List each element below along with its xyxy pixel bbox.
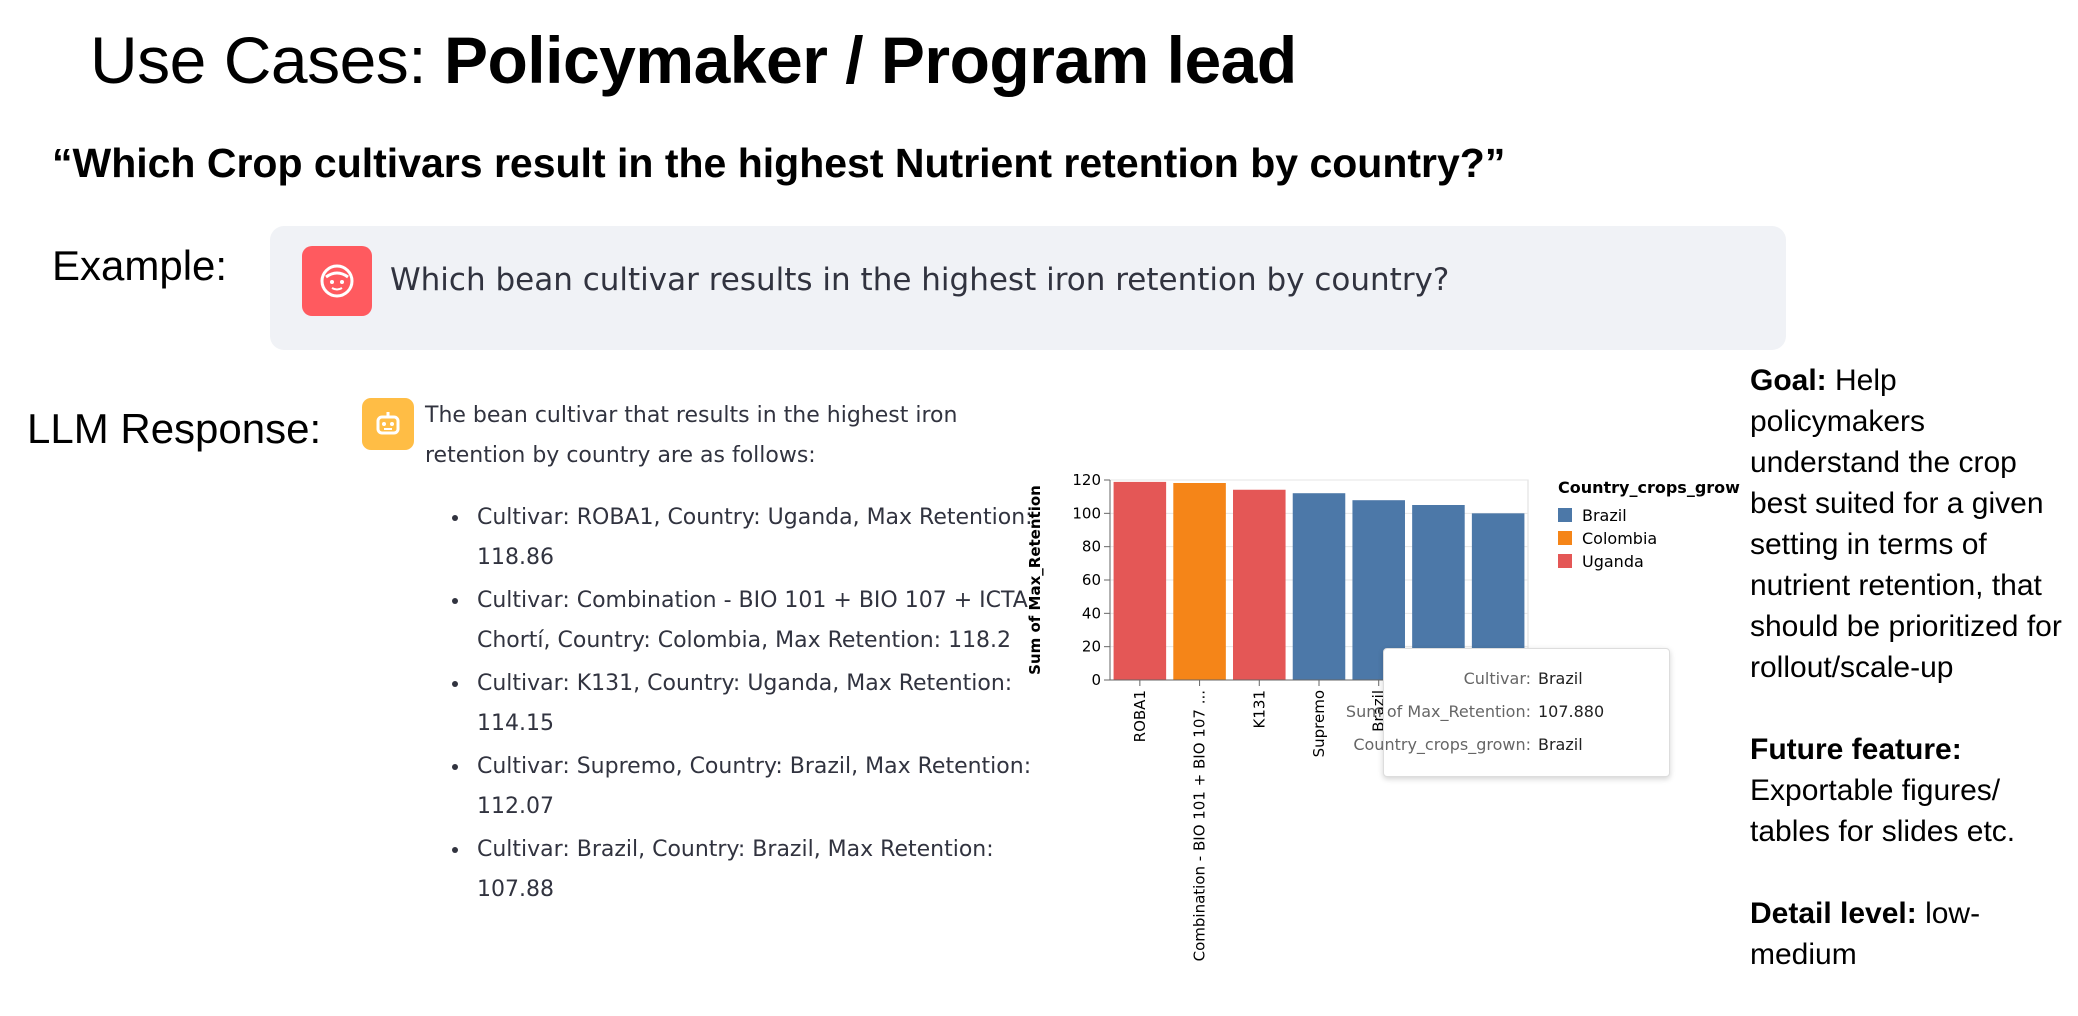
y-tick-label: 80 bbox=[1082, 538, 1101, 556]
tooltip-value: Brazil bbox=[1538, 735, 1583, 754]
detail-level-label: Detail level: bbox=[1750, 897, 1917, 930]
tooltip-value: 107.880 bbox=[1538, 702, 1605, 721]
y-tick-label: 120 bbox=[1072, 471, 1101, 489]
slide-title-emphasis: Policymaker / Program lead bbox=[443, 23, 1297, 97]
user-message-bubble bbox=[270, 226, 1786, 350]
llm-response-label: LLM Response: bbox=[27, 405, 322, 452]
legend-swatch bbox=[1558, 531, 1572, 545]
detail-level-text: low-medium bbox=[1750, 897, 1981, 971]
user-avatar bbox=[302, 246, 372, 316]
bar bbox=[1233, 489, 1286, 680]
tooltip-row: Sum of Max_Retention: 107.880 bbox=[1346, 702, 1669, 722]
slide-title-prefix: Use Cases: bbox=[90, 23, 444, 97]
user-message-text: Which bean cultivar results in the highe… bbox=[390, 262, 1450, 298]
x-tick-label: Combination - BIO 101 + BIO 107 ... bbox=[1191, 690, 1209, 961]
legend-label: Uganda bbox=[1582, 552, 1644, 571]
bar bbox=[1173, 483, 1226, 680]
future-feature-text: Exportable figures/ tables for slides et… bbox=[1750, 774, 2016, 848]
tooltip-key: Sum of Max_Retention: bbox=[1345, 702, 1531, 721]
future-feature-note: Future feature: Exportable figures/ tabl… bbox=[1750, 729, 2070, 852]
legend-swatch bbox=[1558, 508, 1572, 522]
legend-title: Country_crops_grown bbox=[1558, 478, 1740, 497]
x-tick-label: ROBA1 bbox=[1131, 690, 1149, 742]
slide-title: Use Cases: Policymaker / Program lead bbox=[90, 22, 1297, 98]
robot-icon bbox=[376, 412, 400, 435]
response-intro: The bean cultivar that results in the hi… bbox=[425, 403, 958, 468]
example-label: Example: bbox=[52, 242, 228, 289]
y-tick-label: 100 bbox=[1072, 504, 1101, 522]
bar bbox=[1113, 481, 1167, 680]
tooltip-key: Cultivar: bbox=[1463, 669, 1531, 688]
y-tick-label: 60 bbox=[1082, 571, 1101, 589]
use-case-question: “Which Crop cultivars result in the high… bbox=[52, 140, 1506, 186]
list-item: Cultivar: Brazil, Country: Brazil, Max R… bbox=[471, 830, 1041, 910]
y-tick-label: 20 bbox=[1082, 638, 1101, 656]
tooltip-row: Cultivar: Brazil bbox=[1384, 669, 1669, 689]
goal-text: Help policymakers understand the crop be… bbox=[1750, 364, 2062, 684]
bar bbox=[1292, 493, 1346, 680]
goal-note: Goal: Help policymakers understand the c… bbox=[1750, 360, 2070, 688]
legend-label: Colombia bbox=[1582, 529, 1657, 548]
y-axis-title: Sum of Max_Retention bbox=[1026, 485, 1044, 675]
response-list: Cultivar: ROBA1, Country: Uganda, Max Re… bbox=[438, 498, 1041, 913]
chart-tooltip: Cultivar: Brazil Sum of Max_Retention: 1… bbox=[1346, 648, 1670, 777]
list-item: Cultivar: K131, Country: Uganda, Max Ret… bbox=[471, 664, 1041, 744]
user-face-icon bbox=[320, 264, 354, 298]
legend-label: Brazil bbox=[1582, 506, 1627, 525]
goal-label: Goal: bbox=[1750, 364, 1827, 397]
x-tick-label: Supremo bbox=[1310, 690, 1328, 757]
bot-avatar bbox=[362, 398, 414, 450]
list-item: Cultivar: Supremo, Country: Brazil, Max … bbox=[471, 747, 1041, 827]
tooltip-key: Country_crops_grown: bbox=[1353, 735, 1531, 754]
detail-level-note: Detail level: low-medium bbox=[1750, 893, 2070, 975]
tooltip-value: Brazil bbox=[1538, 669, 1583, 688]
y-tick-label: 40 bbox=[1082, 604, 1101, 622]
use-case-notes: Goal: Help policymakers understand the c… bbox=[1750, 360, 2070, 1016]
legend-swatch bbox=[1558, 554, 1572, 568]
list-item: Cultivar: Combination - BIO 101 + BIO 10… bbox=[471, 581, 1041, 661]
future-feature-label: Future feature: bbox=[1750, 733, 1962, 766]
list-item: Cultivar: ROBA1, Country: Uganda, Max Re… bbox=[471, 498, 1041, 578]
tooltip-row: Country_crops_grown: Brazil bbox=[1353, 735, 1669, 755]
y-tick-label: 0 bbox=[1091, 671, 1101, 689]
x-tick-label: K131 bbox=[1250, 690, 1268, 728]
